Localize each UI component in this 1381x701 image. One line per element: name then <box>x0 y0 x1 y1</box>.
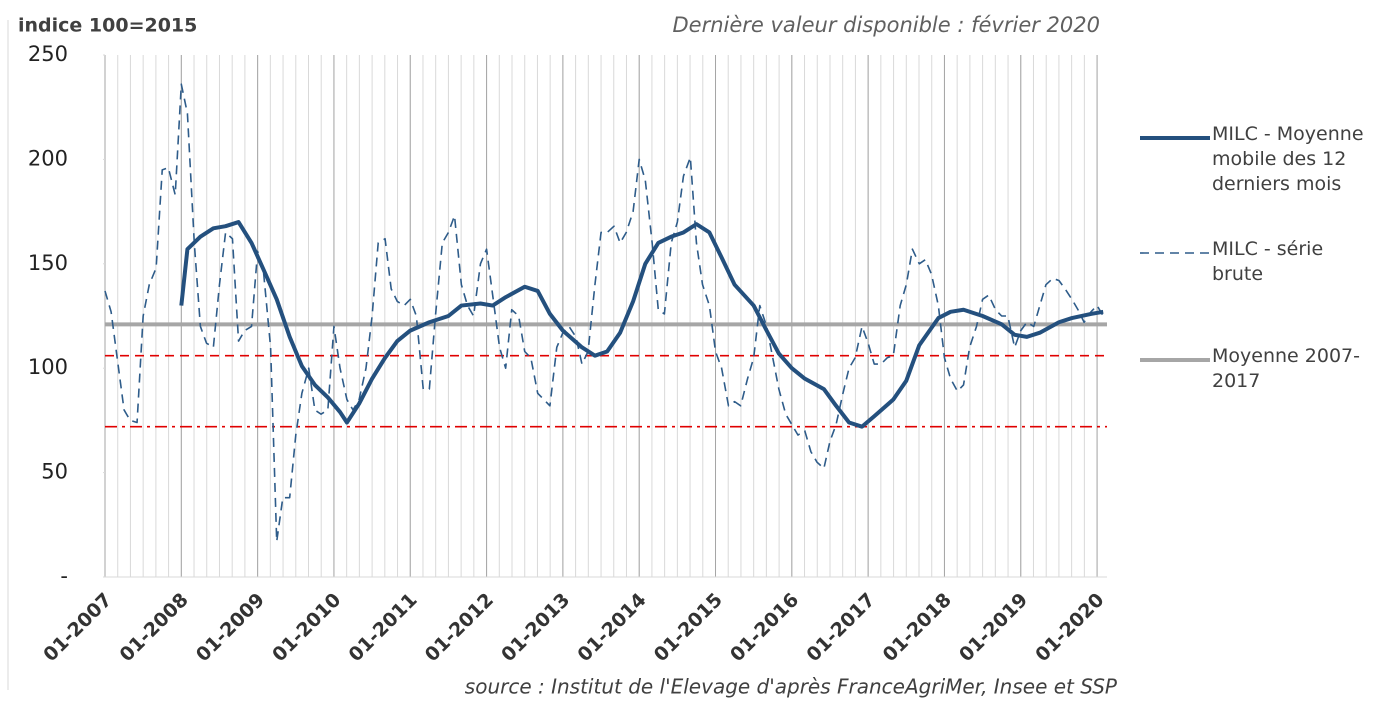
y-tick-label: 250 <box>28 42 68 66</box>
series-line <box>179 220 1104 429</box>
y-tick-label: 200 <box>28 146 68 170</box>
x-tick-label: 01-2014 <box>573 589 650 666</box>
x-tick-label: 01-2011 <box>344 589 421 666</box>
x-tick-label: 01-2012 <box>421 589 498 666</box>
x-tick-label: 01-2020 <box>1031 589 1108 666</box>
y-tick-label: 150 <box>28 251 68 275</box>
x-tick-label: 01-2013 <box>497 589 574 666</box>
x-tick-label: 01-2009 <box>192 589 269 666</box>
chart-title: indice 100=2015 <box>18 15 197 37</box>
subtitle: Dernière valeur disponible : février 202… <box>672 13 1100 37</box>
legend-label: Moyenne 2007-2017 <box>1212 345 1360 392</box>
x-tick-label: 01-2007 <box>39 589 116 666</box>
legend-label: MILC - série brute <box>1212 238 1324 285</box>
y-tick-label: 50 <box>41 460 68 484</box>
x-tick-label: 01-2015 <box>650 589 727 666</box>
x-tick-label: 01-2017 <box>802 589 879 666</box>
x-tick-label: 01-2010 <box>268 589 345 666</box>
x-tick-label: 01-2016 <box>726 589 803 666</box>
y-tick-label: 100 <box>28 355 68 379</box>
legend-label: MILC - Moyenne mobile des 12 derniers mo… <box>1212 123 1364 195</box>
x-tick-label: 01-2008 <box>116 589 193 666</box>
x-tick-label: 01-2019 <box>955 589 1032 666</box>
source: source : Institut de l'Elevage d'après F… <box>465 675 1118 699</box>
y-tick-label: - <box>60 564 68 588</box>
x-tick-label: 01-2018 <box>879 589 956 666</box>
series-line <box>104 83 1104 543</box>
